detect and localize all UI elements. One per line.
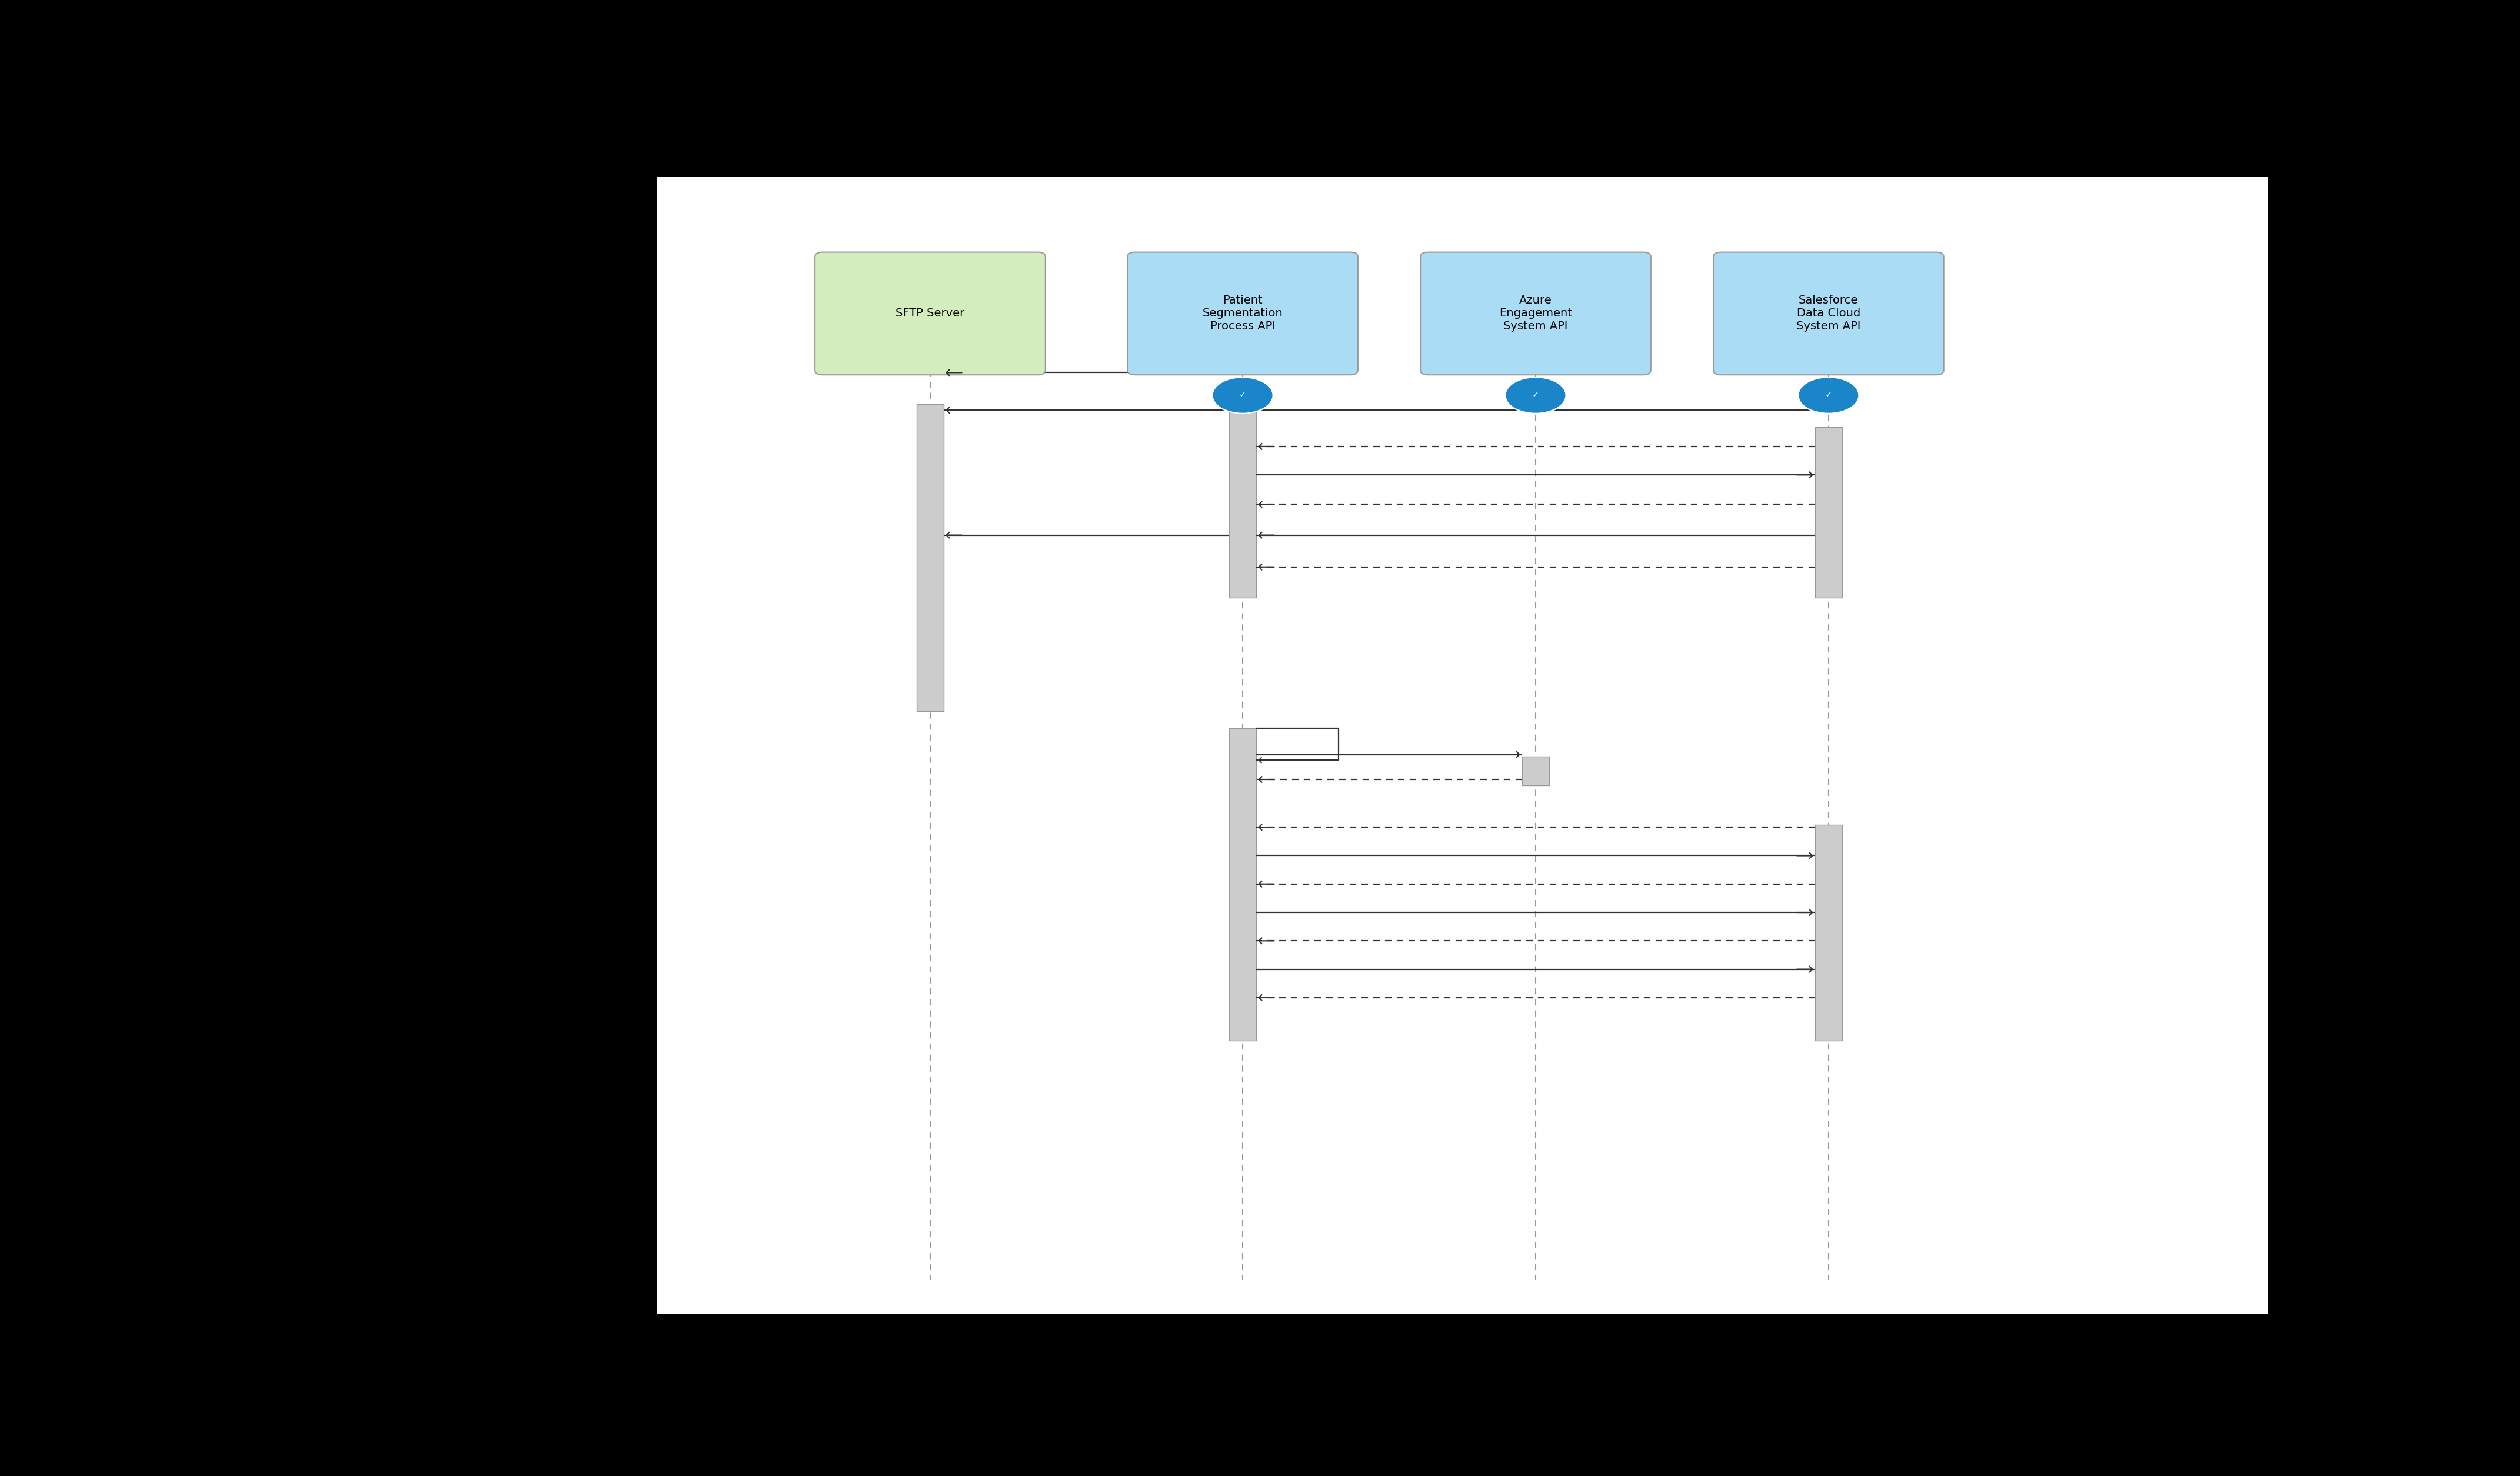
Bar	[1230, 728, 1257, 1041]
Circle shape	[1212, 378, 1275, 413]
FancyBboxPatch shape	[1714, 252, 1943, 375]
Circle shape	[1504, 378, 1567, 413]
Circle shape	[1215, 378, 1273, 412]
Text: ✓: ✓	[1824, 390, 1832, 399]
Circle shape	[1799, 378, 1857, 412]
Bar	[658, 177, 2268, 1314]
FancyBboxPatch shape	[1421, 252, 1651, 375]
Text: Patient
Segmentation
Process API: Patient Segmentation Process API	[1202, 295, 1283, 332]
FancyBboxPatch shape	[1126, 252, 1358, 375]
Text: SFTP Server: SFTP Server	[895, 308, 965, 319]
FancyBboxPatch shape	[814, 252, 1046, 375]
Text: ✓: ✓	[1240, 390, 1247, 399]
Bar	[1522, 757, 1550, 785]
Bar	[917, 404, 945, 711]
Circle shape	[1797, 378, 1860, 413]
Bar	[1814, 825, 1842, 1041]
Text: ✓: ✓	[1532, 390, 1540, 399]
Circle shape	[1507, 378, 1565, 412]
Text: Salesforce
Data Cloud
System API: Salesforce Data Cloud System API	[1797, 295, 1860, 332]
Bar	[1814, 427, 1842, 598]
Bar	[1230, 382, 1257, 598]
Text: Azure
Engagement
System API: Azure Engagement System API	[1499, 295, 1572, 332]
